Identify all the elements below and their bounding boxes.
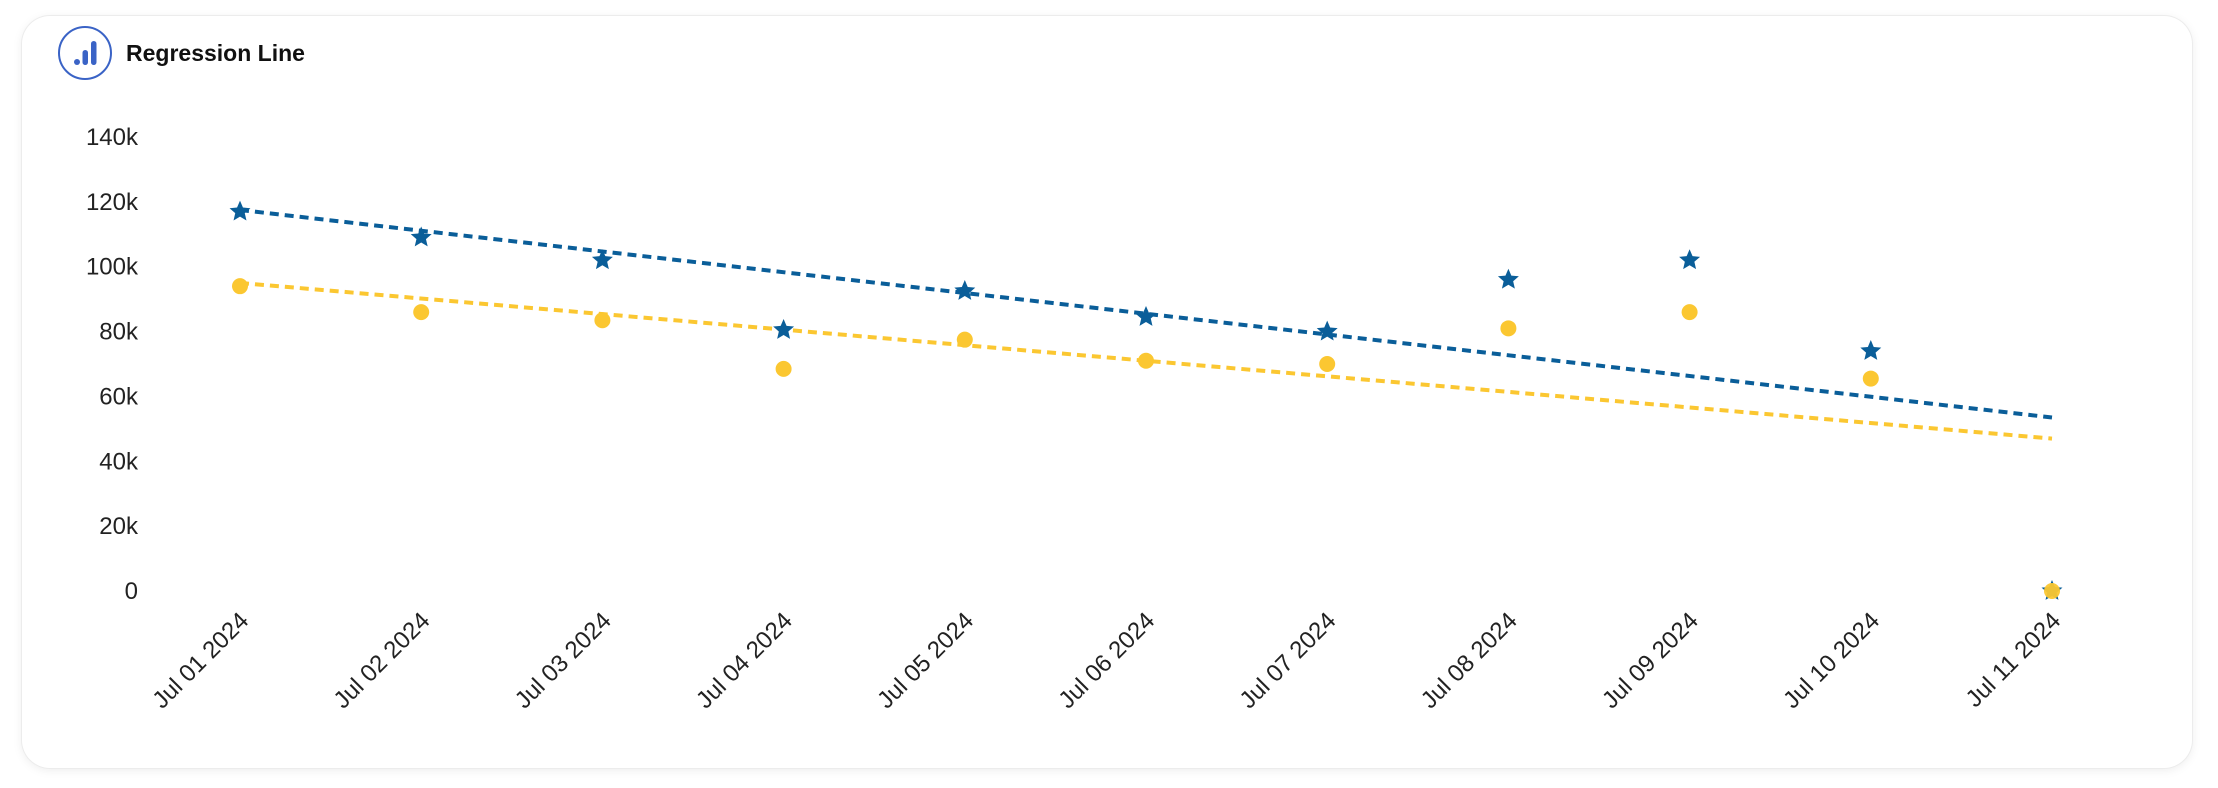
data-point-star	[1679, 249, 1701, 270]
x-tick-label: Jul 04 2024	[691, 607, 798, 714]
x-tick-label: Jul 10 2024	[1778, 607, 1885, 714]
data-point-star	[591, 249, 613, 270]
y-tick-label: 40k	[99, 448, 139, 475]
data-point-star	[1135, 305, 1157, 326]
data-point-star	[773, 318, 795, 339]
x-tick-label: Jul 06 2024	[1053, 607, 1160, 714]
x-tick-label: Jul 05 2024	[872, 607, 979, 714]
data-point-circle	[2044, 583, 2060, 599]
data-point-star	[1860, 340, 1882, 360]
y-tick-label: 60k	[99, 383, 139, 410]
y-tick-label: 20k	[99, 513, 139, 540]
data-point-circle	[956, 331, 973, 348]
data-point-circle	[413, 304, 430, 321]
y-tick-label: 0	[125, 578, 138, 605]
data-point-star	[410, 226, 432, 247]
data-point-star	[229, 200, 251, 221]
data-point-circle	[1138, 352, 1154, 369]
x-tick-label: Jul 02 2024	[329, 607, 436, 714]
data-point-circle	[1681, 304, 1698, 321]
chart-card	[22, 16, 2192, 768]
data-point-star	[1497, 268, 1519, 289]
data-point-circle	[1319, 356, 1336, 372]
regression-line-dot-series	[239, 280, 2053, 441]
data-point-star	[954, 280, 976, 300]
chart-title: Regression Line	[126, 39, 305, 66]
data-point-circle	[1500, 320, 1517, 337]
chart-header: Regression Line	[58, 24, 305, 82]
x-tick-label: Jul 07 2024	[1235, 607, 1342, 714]
data-point-circle	[232, 278, 248, 295]
y-tick-label: 140k	[86, 124, 139, 151]
bar-chart-icon	[58, 26, 112, 80]
regression-line-star-series	[239, 207, 2053, 420]
data-point-star	[1316, 320, 1338, 341]
x-tick-label: Jul 11 2024	[1961, 607, 2067, 713]
y-tick-label: 100k	[86, 254, 139, 281]
x-tick-label: Jul 01 2024	[147, 607, 254, 714]
data-point-circle	[594, 312, 611, 329]
data-point-circle	[1862, 370, 1879, 387]
x-tick-label: Jul 08 2024	[1416, 607, 1523, 714]
x-tick-label: Jul 09 2024	[1597, 607, 1704, 714]
data-point-circle	[775, 360, 792, 377]
y-tick-label: 120k	[86, 189, 139, 216]
y-tick-label: 80k	[99, 319, 139, 346]
x-tick-label: Jul 03 2024	[510, 607, 617, 714]
